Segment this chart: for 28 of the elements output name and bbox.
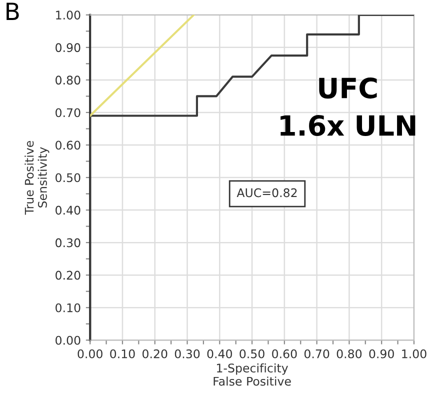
annotation: UFC 1.6x ULN (280, 78, 416, 136)
annotation: AUC=0.82 (236, 188, 297, 198)
x-tick-label: 0.00 (78, 349, 102, 358)
chart-title: B (6, 2, 19, 20)
x-tick-label: 0.90 (369, 349, 394, 358)
y-tick-label: 0.70 (56, 108, 80, 118)
y-tick-label: 0.00 (56, 336, 80, 345)
x-tick-label: 0.60 (272, 349, 297, 358)
y-tick-label: 0.40 (56, 206, 80, 215)
x-tick-label: 0.40 (207, 349, 232, 358)
x-axis-title: 1-Specificity False Positive (214, 363, 291, 386)
x-tick-label: 0.10 (110, 349, 135, 358)
x-tick-label: 0.50 (240, 349, 264, 358)
y-tick-label: 0.10 (56, 303, 80, 312)
y-tick-label: 0.30 (56, 238, 80, 248)
y-tick-label: 0.60 (56, 140, 80, 150)
y-tick-label: 0.80 (56, 76, 80, 85)
x-tick-label: 0.80 (336, 349, 362, 358)
x-tick-label: 1.00 (402, 349, 426, 358)
x-tick-label: 0.20 (142, 349, 168, 358)
y-tick-label: 1.00 (56, 10, 80, 20)
y-axis-title: True Positive Sensitivity (24, 140, 50, 215)
x-tick-label: 0.30 (174, 349, 200, 358)
line-series (90, 14, 414, 340)
x-tick-label: 0.70 (304, 349, 330, 358)
y-tick-label: 0.50 (56, 173, 80, 182)
y-tick-label: 0.20 (56, 270, 80, 280)
y-tick-label: 0.90 (56, 43, 80, 52)
